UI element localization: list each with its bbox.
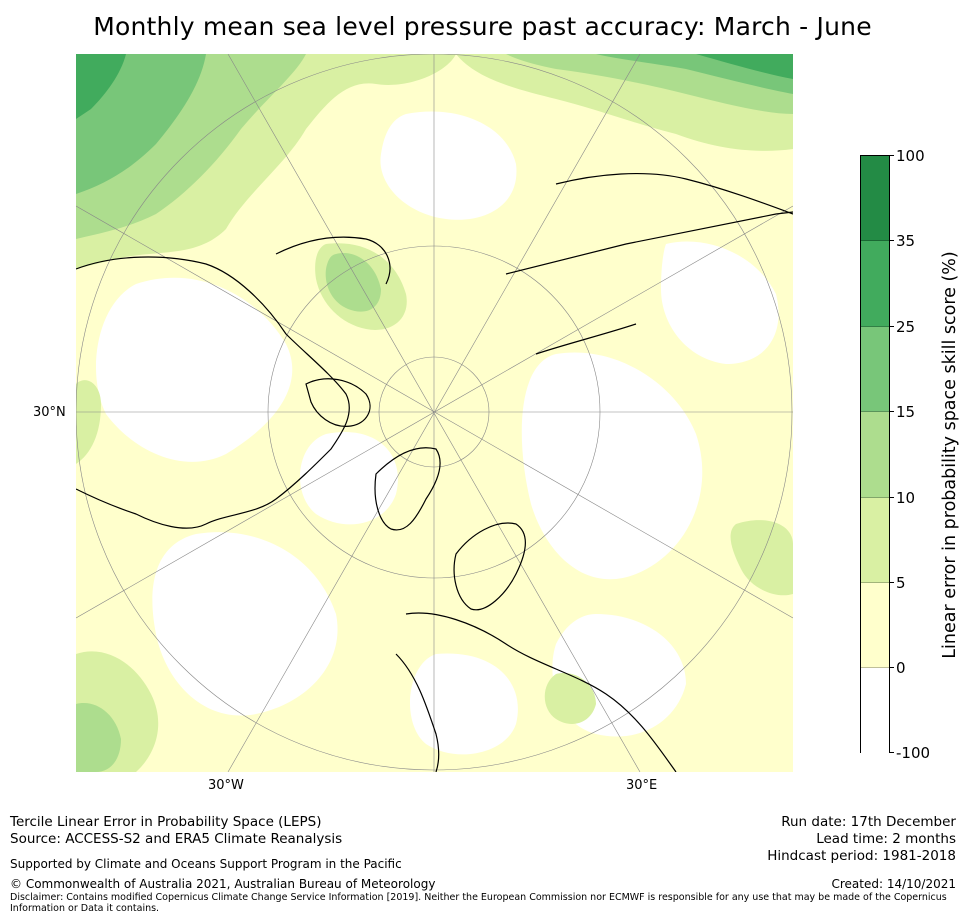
- colorbar-tickmark: [889, 411, 894, 412]
- meridian-30e: [227, 54, 641, 772]
- colorbar-tickmark: [889, 326, 894, 327]
- polar-map-svg: [76, 54, 793, 772]
- colorbar-bin-0-5: [861, 583, 889, 669]
- colorbar-tickmark: [889, 582, 894, 583]
- colorbar-bin-15-25: [861, 326, 889, 413]
- colorbar-tickmark: [889, 240, 894, 241]
- coast-eurasia-arctic: [505, 211, 793, 355]
- coast-scandinavia: [453, 522, 526, 611]
- colorbar-title: Linear error in probability space skill …: [940, 251, 960, 659]
- footer-lead-time: Lead time: 2 months: [816, 831, 956, 847]
- skill-region-15-25: [76, 54, 793, 194]
- footer-right: Run date: 17th December Lead time: 2 mon…: [767, 814, 956, 865]
- colorbar-tick-label: 15: [896, 403, 916, 421]
- colorbar-bin-5-10: [861, 497, 889, 583]
- coast-europe: [395, 612, 677, 772]
- lon-label-30e: 30°E: [626, 778, 658, 793]
- colorbar-tick-label: 5: [896, 574, 906, 592]
- coast-siberia: [555, 172, 793, 215]
- colorbar-tickmark: [889, 752, 894, 753]
- colorbar-tick-label: 35: [896, 232, 916, 250]
- coast-canadian-archipelago: [305, 378, 371, 427]
- colorbar-tickmark: [889, 155, 894, 156]
- colorbar-tickmark: [889, 497, 894, 498]
- colorbar: [860, 155, 890, 754]
- lon-label-30w: 30°W: [208, 778, 244, 793]
- coast-north-america: [76, 256, 350, 529]
- colorbar-tick-label: 10: [896, 489, 916, 507]
- colorbar-tick-label: 25: [896, 318, 916, 336]
- colorbar-tick-label: 100: [896, 147, 925, 165]
- skill-region-0-5: [76, 54, 793, 772]
- colorbar-tickmark: [889, 667, 894, 668]
- map-plot[interactable]: [76, 54, 793, 772]
- colorbar-bin-25-35: [861, 241, 889, 327]
- graticule: [76, 54, 793, 772]
- footer-run-date: Run date: 17th December: [781, 814, 956, 830]
- footer-left: Tercile Linear Error in Probability Spac…: [10, 814, 342, 848]
- footer-disclaimer: Disclaimer: Contains modified Copernicus…: [10, 892, 947, 914]
- skill-region-25-35: [76, 54, 793, 119]
- chart-title: Monthly mean sea level pressure past acc…: [93, 12, 872, 41]
- colorbar-bin-10-15: [861, 412, 889, 498]
- lat-label-30n: 30°N: [33, 405, 66, 420]
- colorbar-bin-35-100: [861, 156, 889, 242]
- coastlines: [76, 172, 793, 772]
- colorbar-tick-label: -100: [896, 744, 931, 762]
- meridian-60e: [76, 205, 793, 619]
- footer-created: Created: 14/10/2021: [831, 877, 956, 891]
- footer-hindcast: Hindcast period: 1981-2018: [767, 848, 956, 864]
- footer-source: Source: ACCESS-S2 and ERA5 Climate Reana…: [10, 831, 343, 847]
- footer-method: Tercile Linear Error in Probability Spac…: [10, 814, 322, 830]
- footer-supported: Supported by Climate and Oceans Support …: [10, 857, 402, 871]
- colorbar-tick-label: 0: [896, 659, 906, 677]
- footer-copyright: © Commonwealth of Australia 2021, Austra…: [10, 877, 436, 891]
- coast-greenland: [374, 447, 441, 531]
- coast-alaska: [275, 236, 391, 285]
- colorbar-bin-neg100-0: [861, 668, 889, 754]
